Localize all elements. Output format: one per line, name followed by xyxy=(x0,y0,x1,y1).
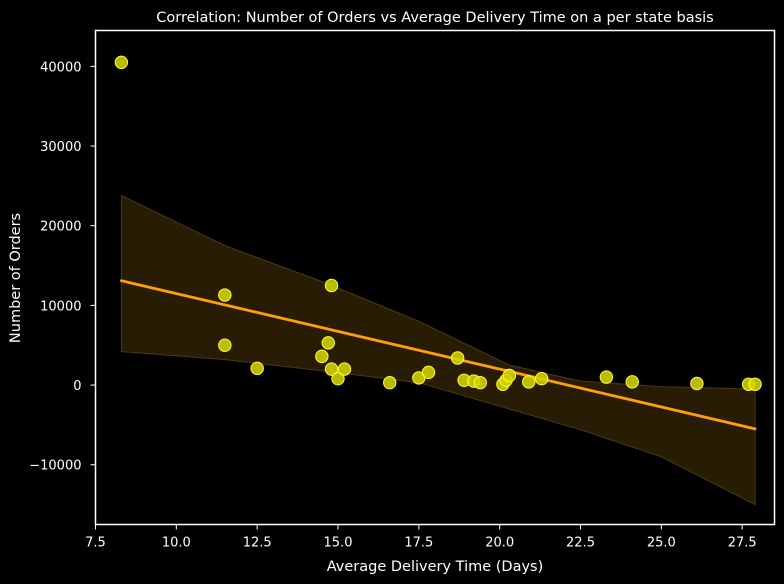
confidence-band xyxy=(120,194,756,506)
scatter-point xyxy=(250,361,264,376)
y-tick-label: 20000 xyxy=(40,220,81,235)
scatter-point xyxy=(450,351,465,365)
scatter-point xyxy=(218,338,232,352)
y-axis-label: Number of Orders xyxy=(8,213,24,343)
scatter-point xyxy=(114,55,129,70)
scatter-point xyxy=(599,370,614,384)
plot-frame xyxy=(94,29,776,526)
y-tick-label: −10000 xyxy=(29,459,81,474)
regression-line-layer xyxy=(119,279,757,431)
y-tick-label: 10000 xyxy=(40,299,81,314)
scatter-point xyxy=(502,368,517,383)
scatter-point xyxy=(748,377,762,391)
x-tick-label: 7.5 xyxy=(85,536,106,551)
scatter-point xyxy=(690,376,704,391)
x-tick-label: 12.5 xyxy=(243,536,272,551)
x-axis-ticks: 7.5 10.0 12.5 15.0 17.5 20.0 22.5 25.0 27.5 xyxy=(85,524,757,551)
x-tick-label: 10.0 xyxy=(162,536,191,551)
scatter-point xyxy=(321,336,335,350)
x-tick-label: 25.0 xyxy=(647,536,676,551)
x-tick-label: 15.0 xyxy=(324,536,353,551)
x-tick-label: 22.5 xyxy=(566,536,595,551)
scatter-point xyxy=(535,371,549,386)
scatter-point xyxy=(315,349,329,364)
regression-line xyxy=(119,279,757,431)
scatter-point xyxy=(522,375,536,389)
scatter-point xyxy=(331,371,345,386)
x-tick-label: 17.5 xyxy=(404,536,433,551)
chart-title: Correlation: Number of Orders vs Average… xyxy=(156,10,713,26)
scatter-point xyxy=(473,375,487,390)
y-axis-ticks: −10000 0 10000 20000 30000 40000 xyxy=(29,60,96,474)
y-tick-label: 40000 xyxy=(40,60,81,75)
scatter-point xyxy=(324,278,339,293)
scatter-point xyxy=(324,362,339,376)
y-tick-label: 30000 xyxy=(40,140,81,155)
scatter-point xyxy=(218,288,232,302)
confidence-band-layer xyxy=(120,194,756,506)
scatter-point xyxy=(337,362,352,376)
scatter-point xyxy=(421,365,436,380)
scatter-point xyxy=(383,375,397,390)
x-axis-label: Average Delivery Time (Days) xyxy=(327,559,544,575)
scatter-points-layer xyxy=(114,55,762,391)
y-tick-label: 0 xyxy=(73,379,81,394)
x-tick-label: 27.5 xyxy=(728,536,757,551)
scatter-point xyxy=(625,375,639,389)
x-tick-label: 20.0 xyxy=(485,536,514,551)
